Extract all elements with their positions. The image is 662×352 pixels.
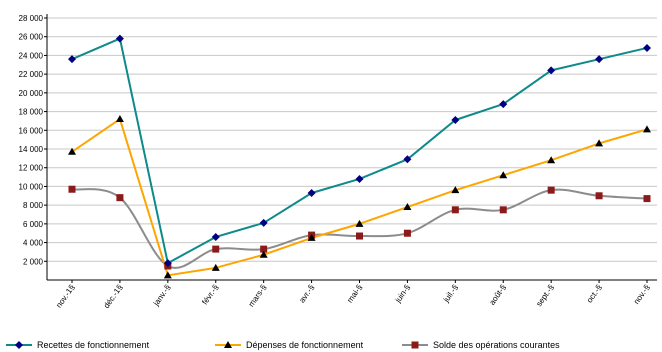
y-tick-label: 28 000: [19, 14, 44, 23]
y-tick-label: 22 000: [19, 70, 44, 79]
legend-swatch-marker: [411, 341, 419, 349]
x-tick-label: août-§: [488, 283, 508, 307]
legend-label: Dépenses de fonctionnement: [246, 340, 364, 350]
legend-swatch-marker: [224, 341, 232, 348]
data-point-series-2: [211, 263, 220, 271]
data-point-series-2: [259, 250, 268, 258]
data-point-series-1: [403, 155, 412, 164]
y-tick-label: 18 000: [19, 108, 44, 117]
data-point-series-3: [595, 192, 603, 200]
x-tick-label: févr.-§: [200, 283, 220, 306]
data-point-series-2: [595, 139, 604, 147]
data-point-series-2: [163, 271, 172, 279]
data-point-series-2: [403, 203, 412, 211]
data-point-series-1: [259, 218, 268, 227]
data-point-series-3: [260, 245, 268, 253]
data-point-series-3: [356, 232, 363, 240]
data-point-series-1: [211, 232, 220, 241]
y-tick-label: 10 000: [19, 182, 44, 191]
data-point-series-1: [163, 259, 172, 268]
x-tick-label: mars-§: [247, 283, 269, 309]
series-line-3: [71, 188, 648, 269]
legend-swatch-marker: [15, 341, 23, 349]
gridlines: [47, 17, 657, 262]
legend: Recettes de fonctionnement Dépenses de fo…: [6, 340, 560, 350]
y-tick-label: 8 000: [23, 201, 44, 210]
series-markers: [68, 34, 651, 279]
series-line-1: [71, 37, 648, 265]
data-point-series-2: [115, 115, 124, 123]
data-point-series-2: [643, 125, 651, 133]
data-point-series-1: [115, 34, 124, 43]
y-tick-label: 20 000: [19, 89, 44, 98]
data-point-series-3: [547, 186, 555, 194]
data-point-series-2: [499, 171, 508, 179]
y-tick-label: 4 000: [23, 239, 44, 248]
data-point-series-2: [307, 233, 316, 241]
data-point-series-2: [68, 147, 76, 155]
y-tick-label: 24 000: [19, 51, 44, 60]
data-point-series-1: [643, 43, 651, 52]
x-tick-label: oct.-§: [585, 283, 604, 305]
data-point-series-3: [403, 229, 411, 237]
x-tick-label: nov.-§: [632, 283, 652, 306]
data-point-series-3: [499, 206, 507, 214]
x-tick-label: juin-§: [393, 283, 412, 305]
x-tick-label: mai-§: [345, 283, 364, 305]
legend-label: Recettes de fonctionnement: [37, 340, 150, 350]
y-axis-tick-labels: 28 000 26 000 24 000 22 000 20 000 18 000 16 0…: [19, 14, 44, 266]
data-point-series-1: [451, 115, 460, 124]
x-tick-label: janv.-§: [151, 283, 172, 308]
y-tick-label: 14 000: [19, 145, 44, 154]
data-point-series-3: [68, 185, 76, 193]
x-tick-label: juil.-§: [441, 283, 460, 305]
y-tick-label: 2 000: [23, 257, 44, 266]
y-tick-label: 16 000: [19, 126, 44, 135]
axes: [44, 14, 657, 283]
x-tick-label: sept.-§: [534, 283, 555, 308]
data-point-series-1: [307, 188, 316, 197]
data-point-series-1: [547, 66, 556, 75]
data-point-series-3: [116, 194, 124, 202]
data-point-series-1: [499, 100, 508, 109]
data-point-series-1: [355, 174, 364, 183]
data-point-series-1: [595, 55, 604, 64]
x-tick-label: avr.-§: [297, 283, 316, 305]
data-point-series-1: [68, 55, 76, 64]
series-line-2: [71, 118, 648, 277]
y-tick-label: 12 000: [19, 164, 44, 173]
x-tick-label: nov.-1§: [54, 283, 76, 310]
y-tick-label: 26 000: [19, 33, 44, 42]
x-tick-label: déc.-1§: [102, 283, 125, 310]
data-point-series-3: [643, 195, 651, 203]
data-point-series-2: [451, 186, 460, 194]
legend-label: Solde des opérations courantes: [433, 340, 560, 350]
data-point-series-2: [547, 156, 556, 164]
y-tick-label: 6 000: [23, 220, 44, 229]
data-point-series-3: [451, 206, 459, 214]
data-point-series-2: [355, 219, 364, 227]
data-point-series-3: [212, 245, 220, 253]
x-axis-tick-labels: nov.-1§ déc.-1§ janv.-§ févr.-§ mars-§ avr.-§…: [54, 283, 651, 310]
